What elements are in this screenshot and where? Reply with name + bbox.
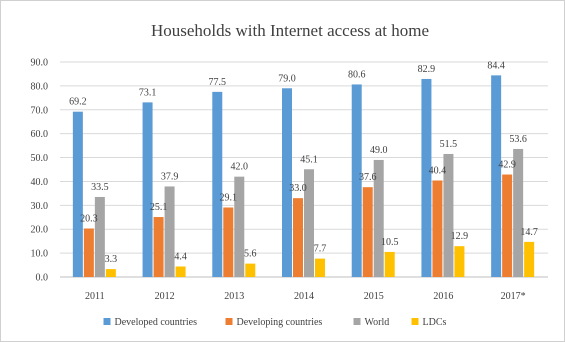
bar bbox=[175, 266, 186, 277]
data-label: 5.6 bbox=[244, 249, 257, 260]
x-tick-label: 2015 bbox=[364, 291, 384, 302]
x-axis: 2011 2012 2013 2014 2015 2016 2017* bbox=[85, 291, 526, 302]
y-tick-label: 70.0 bbox=[31, 105, 49, 116]
bar bbox=[421, 78, 432, 277]
data-labels: 69.2 20.3 33.5 3.3 73.1 25.1 37.9 4.4 77.5 29.1 42… bbox=[69, 60, 538, 265]
bar bbox=[142, 102, 153, 277]
bar bbox=[373, 159, 384, 277]
legend-label: Developing countries bbox=[237, 317, 323, 328]
x-tick-label: 2017* bbox=[501, 291, 526, 302]
data-label: 73.1 bbox=[139, 87, 157, 98]
data-label: 40.4 bbox=[429, 165, 447, 176]
y-tick-label: 60.0 bbox=[31, 129, 49, 140]
data-label: 4.4 bbox=[174, 251, 187, 262]
data-label: 42.0 bbox=[231, 162, 249, 173]
data-label: 79.0 bbox=[278, 73, 296, 84]
data-label: 37.6 bbox=[359, 172, 377, 183]
x-tick-label: 2014 bbox=[294, 291, 314, 302]
legend-swatch bbox=[103, 318, 111, 325]
bar bbox=[293, 198, 303, 277]
y-tick-label: 80.0 bbox=[31, 81, 49, 92]
y-tick-label: 0.0 bbox=[36, 273, 49, 284]
y-tick-label: 10.0 bbox=[31, 249, 49, 260]
data-label: 29.1 bbox=[220, 192, 238, 203]
data-label: 84.4 bbox=[487, 60, 505, 71]
data-label: 37.9 bbox=[161, 171, 179, 182]
bar bbox=[454, 246, 465, 277]
data-label: 20.3 bbox=[80, 214, 98, 225]
bar bbox=[212, 91, 223, 277]
legend-label: Developed countries bbox=[115, 317, 198, 328]
bar bbox=[491, 75, 502, 277]
x-tick-label: 2012 bbox=[155, 291, 175, 302]
gridlines bbox=[60, 61, 548, 278]
bar bbox=[164, 186, 175, 277]
data-label: 33.0 bbox=[289, 183, 307, 194]
bar bbox=[234, 176, 245, 277]
data-label: 49.0 bbox=[370, 145, 388, 156]
x-tick-label: 2013 bbox=[224, 291, 244, 302]
bar bbox=[282, 88, 292, 278]
data-label: 82.9 bbox=[418, 64, 436, 75]
bars bbox=[72, 75, 535, 278]
data-label: 7.7 bbox=[314, 244, 327, 255]
legend-swatch bbox=[353, 318, 361, 325]
data-label: 14.7 bbox=[520, 227, 538, 238]
bar bbox=[432, 180, 443, 277]
bar bbox=[304, 169, 314, 277]
data-label: 42.9 bbox=[498, 160, 516, 171]
legend-label: World bbox=[365, 317, 390, 328]
bar bbox=[384, 251, 395, 277]
bar bbox=[72, 111, 83, 277]
y-tick-label: 50.0 bbox=[31, 153, 49, 164]
data-label: 80.6 bbox=[348, 69, 366, 80]
data-label: 51.5 bbox=[440, 139, 458, 150]
y-tick-label: 30.0 bbox=[31, 201, 49, 212]
bar bbox=[513, 148, 524, 277]
x-tick-label: 2016 bbox=[433, 291, 453, 302]
bar bbox=[315, 258, 325, 277]
y-tick-label: 90.0 bbox=[31, 58, 49, 69]
legend-swatch bbox=[411, 318, 419, 325]
y-axis: 0.0 10.0 20.0 30.0 40.0 50.0 60.0 70.0 80.0 90.0 bbox=[31, 58, 49, 284]
y-tick-label: 40.0 bbox=[31, 177, 49, 188]
chart-title: Households with Internet access at home bbox=[151, 21, 429, 40]
y-tick-label: 20.0 bbox=[31, 225, 49, 236]
bar bbox=[362, 187, 373, 277]
data-label: 25.1 bbox=[150, 202, 168, 213]
data-label: 12.9 bbox=[451, 231, 469, 242]
bar bbox=[443, 153, 454, 277]
x-tick-label: 2011 bbox=[85, 291, 105, 302]
bar bbox=[245, 263, 256, 277]
data-label: 45.1 bbox=[300, 154, 318, 165]
data-label: 77.5 bbox=[209, 77, 227, 88]
bar bbox=[105, 269, 116, 277]
bar bbox=[223, 207, 234, 277]
bar bbox=[153, 217, 164, 277]
data-label: 69.2 bbox=[69, 97, 87, 108]
bar bbox=[351, 84, 362, 277]
bar bbox=[94, 196, 105, 277]
data-label: 33.5 bbox=[91, 182, 109, 193]
legend: Developed countries Developing countries W… bbox=[103, 317, 447, 328]
bar bbox=[524, 241, 535, 277]
data-label: 53.6 bbox=[509, 134, 527, 145]
bar bbox=[83, 228, 94, 277]
bar bbox=[502, 174, 513, 277]
data-label: 10.5 bbox=[381, 237, 399, 248]
legend-label: LDCs bbox=[423, 317, 447, 328]
data-label: 3.3 bbox=[105, 254, 118, 265]
legend-swatch bbox=[225, 318, 233, 325]
